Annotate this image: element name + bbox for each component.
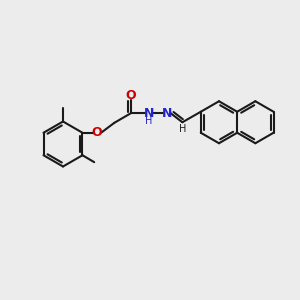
- Text: N: N: [144, 107, 154, 120]
- Text: H: H: [146, 116, 153, 126]
- Text: O: O: [125, 89, 136, 102]
- Text: H: H: [179, 124, 187, 134]
- Text: O: O: [92, 126, 102, 139]
- Text: N: N: [162, 107, 172, 120]
